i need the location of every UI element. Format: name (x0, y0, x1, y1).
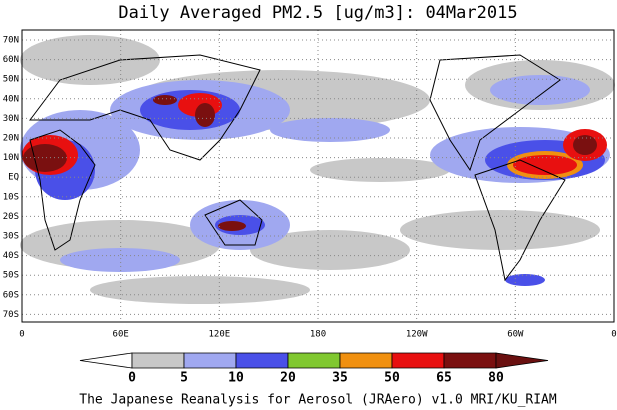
colorbar-segment (287, 352, 341, 369)
colorbar-segment (79, 352, 133, 369)
colorbar: 0 5 10 20 35 50 65 80 (79, 352, 549, 386)
colorbar-label: 80 (488, 371, 504, 386)
coastlines (29, 54, 566, 282)
colorbar-segment (443, 352, 497, 369)
colorbar-segment (391, 352, 445, 369)
colorbar-label: 20 (280, 371, 296, 386)
lat-label: EQ (8, 173, 19, 183)
field-high (22, 93, 607, 231)
colorbar-label: 0 (128, 371, 136, 386)
lon-label: 60W (507, 330, 524, 340)
lat-label: 10N (3, 153, 19, 163)
colorbar-label: 10 (228, 371, 244, 386)
lat-label: 30N (3, 114, 19, 124)
lat-label: 20S (3, 212, 19, 222)
colorbar-label: 35 (332, 371, 348, 386)
lon-label: 120W (406, 330, 428, 340)
colorbar-label: 5 (180, 371, 188, 386)
colorbar-segment (235, 352, 289, 369)
colorbar-segment (339, 352, 393, 369)
map-area (20, 29, 615, 323)
lon-label: 0 (611, 330, 616, 340)
colorbar-label: 50 (384, 371, 400, 386)
footer: The Japanese Reanalysis for Aerosol (JRA… (79, 393, 557, 408)
lon-label: 60E (113, 330, 129, 340)
lat-label: 30S (3, 232, 19, 242)
colorbar-segment (183, 352, 237, 369)
map-frame (21, 29, 615, 323)
lat-label: 20N (3, 134, 19, 144)
colorbar-segment (131, 352, 185, 369)
gridlines (22, 30, 614, 322)
lat-label: 10S (3, 192, 19, 202)
lon-label: 120E (208, 330, 230, 340)
lat-label: 40S (3, 251, 19, 261)
colorbar-segment (495, 352, 549, 369)
lat-label: 60N (3, 55, 19, 65)
lon-label: 180 (310, 330, 326, 340)
lat-label: 50S (3, 271, 19, 281)
lat-label: 70N (3, 36, 19, 46)
lat-label: 50N (3, 75, 19, 85)
lat-label: 60S (3, 290, 19, 300)
title: Daily Averaged PM2.5 [ug/m3]: 04Mar2015 (118, 3, 517, 23)
lon-label: 0 (19, 330, 24, 340)
colorbar-label: 65 (436, 371, 452, 386)
lat-label: 40N (3, 94, 19, 104)
lat-label: 70S (3, 310, 19, 320)
